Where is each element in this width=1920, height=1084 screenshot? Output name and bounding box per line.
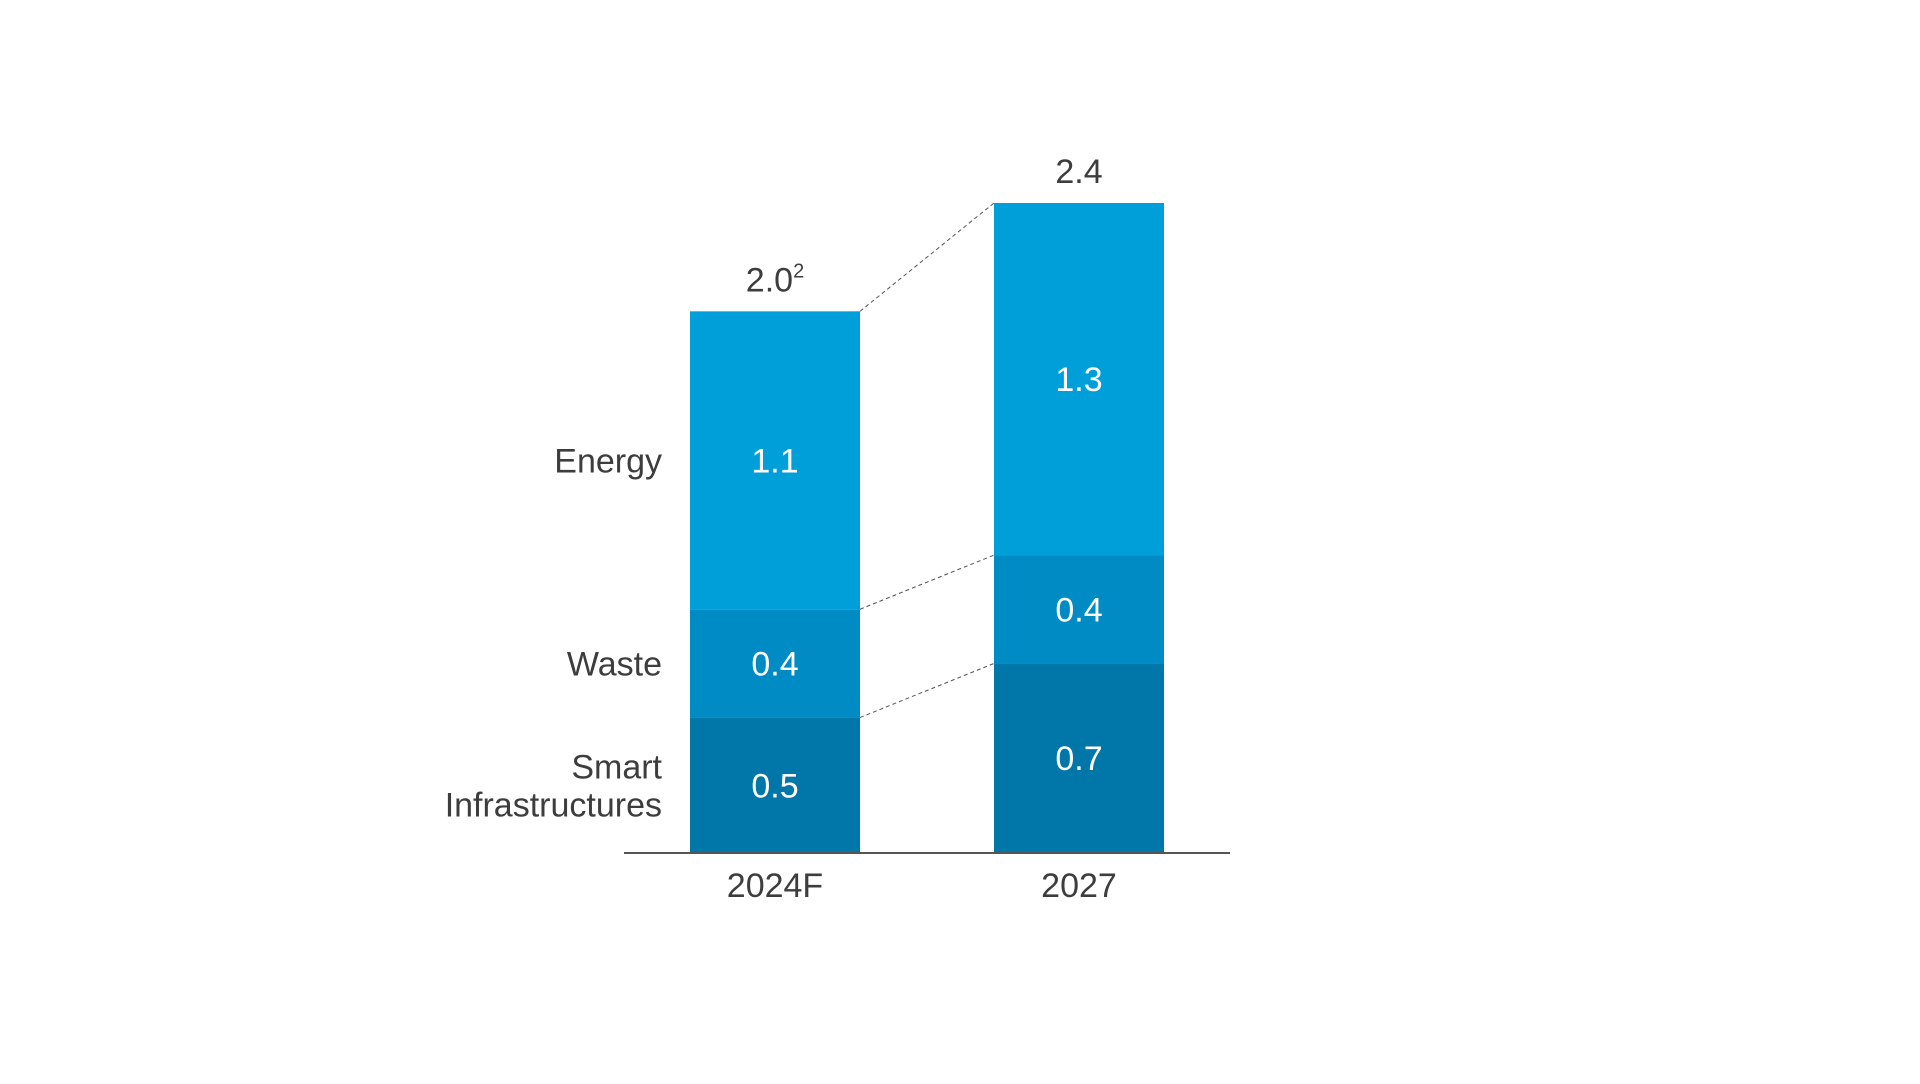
data-label: 0.7 <box>1055 740 1102 778</box>
total-label: 2.4 <box>1055 153 1102 191</box>
data-label: 0.4 <box>751 645 798 683</box>
data-label: 0.4 <box>1055 591 1102 629</box>
series-label: Waste <box>567 645 662 683</box>
data-label: 1.1 <box>751 442 798 480</box>
series-label-line: Smart <box>571 748 662 786</box>
bar-segment-waste-2024f <box>690 609 860 718</box>
bar-segment-smart-infrastructures-2027 <box>994 663 1164 853</box>
series-label-line: Infrastructures <box>445 786 662 824</box>
data-label: 0.5 <box>751 767 798 805</box>
bar-segment-waste-2027 <box>994 555 1164 664</box>
data-label: 1.3 <box>1055 361 1102 399</box>
total-label: 2.02 <box>746 260 804 299</box>
series-label-line: Energy <box>554 442 662 480</box>
series-label-line: Waste <box>567 645 662 683</box>
connector-line <box>859 662 995 719</box>
x-tick-label: 2027 <box>1041 867 1117 905</box>
series-label: Energy <box>554 442 662 480</box>
footnote-marker: 2 <box>793 260 804 282</box>
bar-segment-energy-2027 <box>994 203 1164 556</box>
x-tick-label: 2024F <box>727 867 823 905</box>
bar-segment-energy-2024f <box>690 311 860 610</box>
connector-line <box>859 202 995 312</box>
connector-line <box>859 554 995 610</box>
bar-segment-smart-infrastructures-2024f <box>690 717 860 853</box>
series-label: Smart Infrastructures <box>445 748 663 824</box>
